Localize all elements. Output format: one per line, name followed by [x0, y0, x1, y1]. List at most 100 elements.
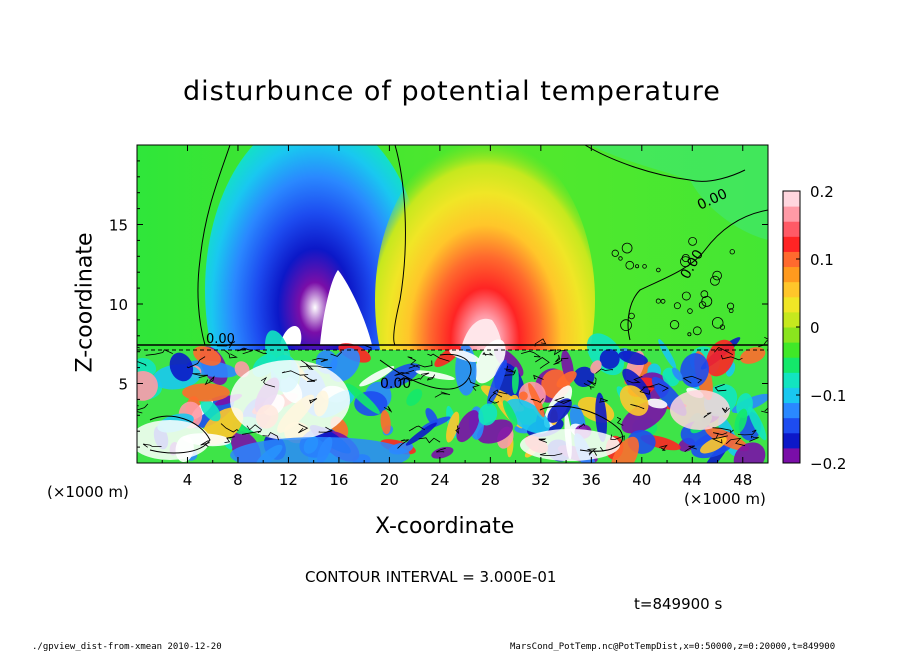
turbulence-blob [610, 436, 639, 463]
contour-scribble [610, 434, 625, 441]
contour-scribble [492, 389, 508, 398]
turbulence-blob [556, 371, 577, 388]
colorbar-swatch [783, 327, 800, 343]
turbulence-blob [733, 442, 766, 463]
contour-scribble [216, 341, 236, 349]
contour-scribble [725, 437, 746, 447]
turbulence-blob [505, 398, 550, 434]
turbulence-blob [734, 408, 748, 434]
contour-zero-left [197, 145, 231, 346]
contour-ring [611, 249, 619, 257]
turbulence-blob [380, 410, 391, 435]
contour-zero-top [584, 145, 746, 182]
contour-scribble [711, 435, 728, 444]
colorbar-swatch [783, 311, 800, 328]
y-axis-label: Z-coordinate [72, 232, 98, 373]
footer-right: MarsCond_PotTemp.nc@PotTempDist,x=0:5000… [510, 642, 836, 652]
turbulence-blob [518, 391, 528, 401]
contour-scribble [530, 398, 544, 403]
contour-scribble [237, 347, 254, 355]
turbulence-blob [747, 406, 767, 441]
contour-scribble [223, 349, 238, 359]
contour-scribble [504, 365, 515, 373]
turbulence-blob [705, 339, 735, 377]
colorbar-swatch [783, 281, 800, 298]
upper-right-region [590, 145, 768, 240]
colorbar-tick-label: −0.1 [810, 387, 846, 405]
colorbar-swatch [783, 206, 800, 222]
colorbar-ticks: 0.2 0.1 0 −0.1 −0.2 [796, 183, 846, 473]
contour-ring [712, 270, 722, 281]
contour-scribble [616, 417, 624, 426]
contour-scribble [309, 398, 318, 404]
footer-left: ./gpview_dist-from-xmean 2010-12-20 [32, 642, 222, 652]
contour-scribble [534, 338, 547, 347]
y-axis-ticks: 5 10 15 [109, 160, 768, 448]
contour-scribble [703, 412, 712, 418]
chart-title: disturbunce of potential temperature [183, 76, 721, 107]
turbulence-blob [705, 426, 750, 452]
turbulence-blob [502, 400, 518, 426]
turbulence-blob [547, 398, 572, 423]
turbulence-blob [618, 350, 648, 366]
contour-scribble [659, 444, 668, 451]
contour-scribble [587, 377, 597, 386]
contour-scribble [713, 432, 728, 439]
colorbar-swatch [783, 402, 800, 419]
x-tick-label: 40 [632, 471, 651, 489]
contour-scribble [298, 423, 309, 434]
contour-ring [656, 267, 661, 273]
contour-scribble [246, 424, 263, 433]
turbulence-feature [670, 390, 730, 430]
contour-scribble [318, 426, 333, 433]
contour-scribble [204, 375, 215, 386]
contour-scribble [553, 357, 569, 365]
contour-scribble [713, 347, 733, 356]
contour-lower-2 [539, 405, 623, 452]
contour-scribble [200, 440, 210, 447]
contour-scribble [578, 423, 586, 428]
contour-wiggles [137, 236, 768, 457]
contour-ring [681, 291, 691, 301]
contour-scribble [599, 397, 608, 403]
turbulence-blob [478, 403, 498, 426]
heatmap-field [137, 145, 768, 463]
contour-scribble [408, 425, 426, 432]
contour-scribble [362, 344, 372, 354]
contour-scribble [137, 361, 147, 367]
contour-scribble [586, 448, 597, 456]
turbulence-blob [528, 382, 545, 418]
turbulence-blob [359, 366, 395, 387]
contour-scribble [436, 447, 446, 453]
colorbar-swatch [783, 372, 800, 388]
colorbar-swatch [783, 447, 800, 464]
contour-scribble [712, 427, 734, 434]
contour-ring [692, 326, 702, 336]
x-axis-label: X-coordinate [375, 514, 515, 539]
contour-ring [687, 308, 693, 314]
contour-scribble [737, 429, 757, 436]
contour-scribble [262, 431, 279, 441]
turbulence-feature [520, 429, 620, 461]
contour-scribble [595, 368, 614, 374]
turbulence-blob [182, 383, 230, 402]
contour-scribble [260, 376, 276, 388]
y-tick-label: 15 [109, 217, 128, 235]
colorbar-swatch [783, 221, 800, 237]
contour-scribble [427, 353, 450, 362]
turbulence-blob [381, 363, 421, 389]
contour-ring [669, 320, 680, 330]
turbulence-blob [345, 383, 380, 415]
time-label: t=849900 s [634, 595, 723, 613]
turbulence-blob [193, 346, 222, 366]
contour-scribble [720, 354, 743, 361]
cold-core-white-2 [280, 325, 302, 345]
turbulence-blob [680, 353, 709, 388]
turbulence-blob [590, 360, 602, 374]
contour-scribble [186, 356, 206, 369]
cold-core-white [320, 270, 372, 345]
turbulence-blob [700, 436, 727, 454]
colorbar-swatch [783, 432, 800, 449]
turbulence-blob [449, 349, 480, 363]
contour-scribble [488, 392, 500, 404]
